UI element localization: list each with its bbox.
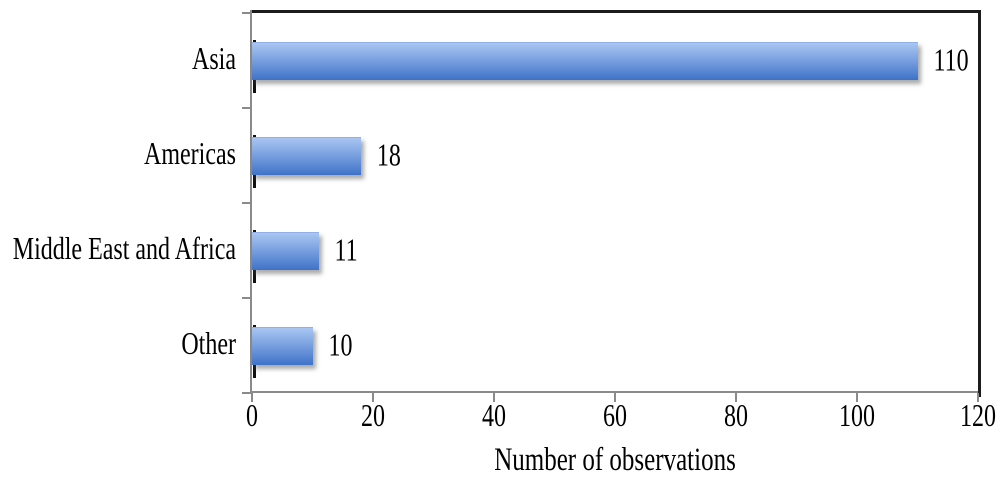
bar-value-label: 11 <box>335 234 358 268</box>
x-tick-label: 120 <box>960 400 996 434</box>
x-tick-label-text: 80 <box>724 399 748 434</box>
bar-base-mark-bottom <box>253 78 256 93</box>
bar-row: 11 <box>252 203 978 298</box>
x-tick-label: 0 <box>246 400 258 434</box>
bar <box>252 326 313 365</box>
x-tick <box>372 393 374 402</box>
x-tick-label-text: 40 <box>482 399 506 434</box>
category-label-row: Middle East and Africa <box>0 203 236 298</box>
category-label: Middle East and Africa <box>12 232 236 267</box>
bar-value-text: 110 <box>933 43 969 78</box>
bar-value-text: 11 <box>334 233 358 268</box>
y-axis-line <box>250 10 252 393</box>
bar-value-label: 18 <box>377 139 401 173</box>
y-tick <box>242 392 251 394</box>
x-tick-label: 40 <box>482 400 506 434</box>
bar <box>252 136 361 175</box>
bar-base-mark-bottom <box>253 268 256 283</box>
x-axis-title: Number of observations <box>252 443 978 478</box>
x-tick-label-text: 100 <box>839 399 875 434</box>
x-tick <box>493 393 495 402</box>
x-tick-label: 100 <box>839 400 875 434</box>
x-tick <box>977 393 979 402</box>
plot-right-border <box>978 10 981 397</box>
x-tick-label: 60 <box>603 400 627 434</box>
category-label: Other <box>181 327 236 362</box>
y-tick <box>242 12 251 14</box>
bar-value-label: 10 <box>329 329 353 363</box>
bar-base-mark-bottom <box>253 173 256 188</box>
bar-row: 10 <box>252 298 978 393</box>
x-axis-line <box>250 391 978 393</box>
x-axis-title-text: Number of observations <box>494 442 736 478</box>
bar <box>252 41 918 80</box>
x-tick-label-text: 20 <box>361 399 385 434</box>
bar-base-mark-bottom <box>253 363 256 378</box>
x-tick-label-text: 0 <box>246 399 258 434</box>
x-tick-label-text: 60 <box>603 399 627 434</box>
x-tick-label: 80 <box>724 400 748 434</box>
bar-value-text: 10 <box>328 328 353 363</box>
category-label: Americas <box>144 137 236 172</box>
category-label-row: Americas <box>0 108 236 203</box>
bar <box>252 231 319 270</box>
category-label: Asia <box>192 42 236 77</box>
y-tick <box>242 297 251 299</box>
x-tick <box>735 393 737 402</box>
category-labels-column: Asia Americas Middle East and Africa Other <box>0 13 236 393</box>
bar-value-text: 18 <box>376 138 401 173</box>
x-tick-label-text: 120 <box>960 399 996 434</box>
x-tick <box>856 393 858 402</box>
y-tick <box>242 107 251 109</box>
bar-row: 110 <box>252 13 978 108</box>
bars-container: 110 18 11 10 <box>252 13 978 393</box>
category-label-row: Other <box>0 298 236 393</box>
x-tick <box>614 393 616 402</box>
category-label-row: Asia <box>0 13 236 108</box>
y-tick <box>242 202 251 204</box>
bar-value-label: 110 <box>934 44 969 78</box>
bar-row: 18 <box>252 108 978 203</box>
x-tick <box>251 393 253 402</box>
plot-area: 110 18 11 10 0 20 40 60 80 100 120 <box>242 10 996 434</box>
x-tick-label: 20 <box>361 400 385 434</box>
